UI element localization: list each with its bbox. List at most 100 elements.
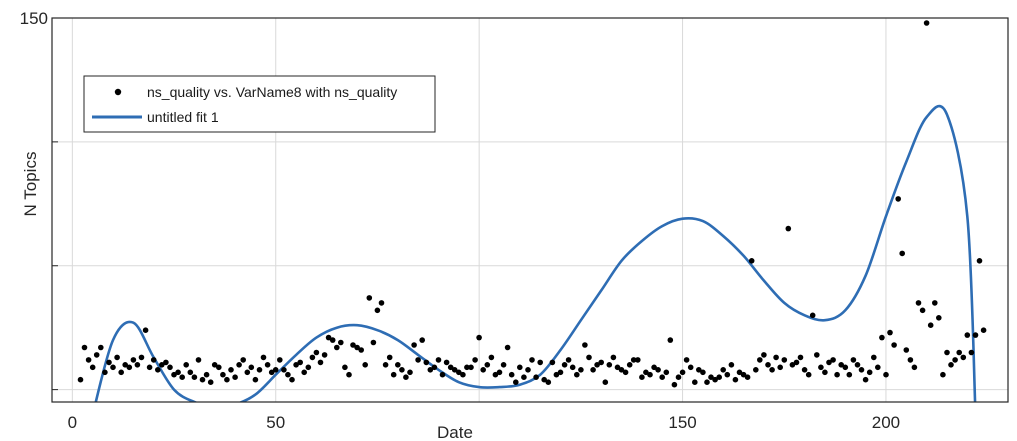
data-point bbox=[513, 379, 519, 386]
data-point bbox=[81, 344, 88, 351]
data-point bbox=[110, 364, 116, 371]
data-point bbox=[708, 374, 714, 381]
data-point bbox=[155, 367, 161, 373]
data-point bbox=[630, 357, 637, 363]
data-point bbox=[285, 371, 291, 378]
data-point bbox=[252, 376, 259, 383]
data-point bbox=[317, 359, 324, 366]
data-point bbox=[687, 364, 694, 371]
data-point bbox=[179, 374, 185, 381]
data-point bbox=[895, 196, 901, 202]
data-point bbox=[635, 357, 641, 363]
data-point bbox=[761, 352, 767, 358]
data-point bbox=[281, 367, 287, 373]
data-point bbox=[952, 357, 958, 363]
data-point bbox=[968, 349, 975, 356]
data-point bbox=[696, 367, 702, 373]
data-point bbox=[826, 359, 832, 366]
data-point bbox=[883, 371, 889, 378]
data-point bbox=[602, 379, 609, 386]
data-point bbox=[545, 379, 552, 386]
data-point bbox=[622, 369, 629, 376]
data-point bbox=[675, 374, 682, 381]
data-point bbox=[744, 374, 751, 381]
legend-marker-points bbox=[114, 88, 122, 96]
data-point bbox=[801, 367, 808, 373]
data-point bbox=[386, 354, 393, 361]
data-point bbox=[537, 359, 543, 366]
data-point bbox=[517, 364, 523, 371]
data-point bbox=[850, 357, 857, 363]
data-point bbox=[358, 347, 365, 353]
data-point bbox=[118, 369, 124, 376]
data-point bbox=[773, 354, 779, 361]
data-point bbox=[191, 374, 198, 381]
data-point bbox=[366, 295, 373, 301]
data-point bbox=[700, 369, 706, 376]
data-point bbox=[126, 364, 133, 371]
data-point bbox=[911, 364, 918, 371]
data-point bbox=[122, 362, 128, 368]
data-point bbox=[451, 367, 458, 373]
data-point bbox=[525, 367, 531, 373]
data-point bbox=[500, 362, 507, 368]
data-point bbox=[875, 364, 881, 371]
data-point bbox=[407, 369, 413, 376]
data-point bbox=[574, 371, 580, 378]
data-point bbox=[655, 367, 661, 373]
data-point bbox=[350, 342, 356, 348]
data-point bbox=[834, 371, 840, 378]
data-point bbox=[830, 357, 836, 363]
data-point bbox=[313, 349, 320, 356]
data-point bbox=[374, 307, 381, 314]
data-point bbox=[301, 369, 308, 376]
data-point bbox=[805, 371, 812, 378]
data-point bbox=[399, 367, 405, 373]
data-point bbox=[211, 362, 218, 368]
data-point bbox=[533, 374, 539, 381]
data-point bbox=[293, 362, 299, 368]
data-point bbox=[468, 364, 474, 371]
data-point bbox=[248, 364, 255, 371]
data-point bbox=[134, 362, 141, 368]
data-point bbox=[382, 362, 389, 368]
data-point bbox=[423, 359, 430, 366]
data-point bbox=[342, 364, 348, 371]
data-point bbox=[488, 354, 495, 361]
data-point bbox=[260, 354, 267, 361]
data-point bbox=[740, 371, 747, 378]
data-point bbox=[671, 381, 678, 388]
data-point bbox=[683, 357, 690, 363]
x-tick-label: 50 bbox=[266, 413, 285, 432]
data-point bbox=[521, 374, 527, 381]
data-point bbox=[732, 376, 739, 383]
data-point bbox=[171, 371, 177, 378]
tick-labels: 150 0 50 150 200 bbox=[20, 9, 901, 432]
data-point bbox=[919, 307, 926, 314]
data-point bbox=[846, 371, 853, 378]
data-point bbox=[289, 376, 295, 383]
data-point bbox=[781, 357, 788, 363]
data-point bbox=[618, 367, 625, 373]
data-point bbox=[667, 337, 674, 343]
legend: ns_quality vs. VarName8 with ns_quality … bbox=[83, 75, 436, 133]
data-point bbox=[411, 342, 417, 348]
y-axis-label: N Topics bbox=[21, 152, 40, 217]
data-point bbox=[195, 357, 202, 363]
data-point bbox=[244, 369, 251, 376]
data-point bbox=[626, 362, 633, 368]
data-point bbox=[439, 371, 446, 378]
data-point bbox=[415, 357, 421, 363]
data-point bbox=[435, 357, 442, 363]
data-point bbox=[183, 362, 189, 368]
data-point bbox=[757, 357, 763, 363]
data-point bbox=[334, 344, 340, 351]
data-point bbox=[508, 371, 515, 378]
data-point bbox=[207, 379, 214, 386]
data-point bbox=[268, 369, 275, 376]
data-point bbox=[814, 352, 820, 358]
data-point bbox=[321, 352, 328, 358]
data-point bbox=[903, 347, 910, 353]
data-point bbox=[549, 359, 556, 366]
data-point bbox=[728, 362, 735, 368]
